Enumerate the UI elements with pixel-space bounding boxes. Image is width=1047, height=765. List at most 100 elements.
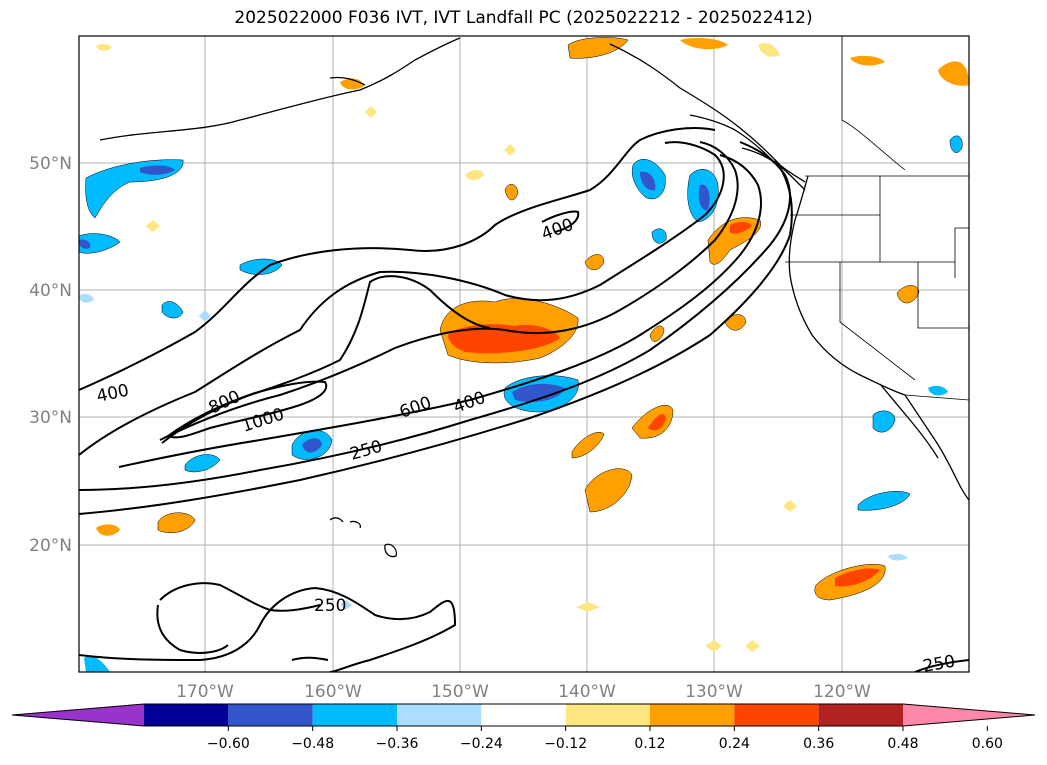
map-area: 400 400 800 1000 600 400 250 250 250 bbox=[79, 36, 969, 677]
negative-region bbox=[239, 258, 283, 275]
positive-region bbox=[938, 61, 969, 86]
positive-region bbox=[571, 432, 605, 459]
contour-250-south bbox=[79, 586, 457, 672]
colorbar-swatch bbox=[565, 704, 650, 726]
positive-region bbox=[705, 640, 722, 652]
ivt-contours bbox=[79, 127, 969, 672]
contour-400-south bbox=[118, 154, 762, 468]
vancouver-island bbox=[741, 147, 806, 191]
lon-label: 150°W bbox=[431, 682, 489, 702]
positive-region bbox=[504, 184, 519, 201]
positive-region bbox=[758, 42, 780, 57]
negative-region bbox=[161, 301, 184, 319]
negative-region bbox=[857, 491, 911, 511]
negative-region bbox=[928, 385, 948, 396]
positive-region bbox=[365, 106, 377, 118]
lat-label: 40°N bbox=[29, 281, 72, 301]
contour-250-upper bbox=[79, 141, 725, 456]
contour-250-loop bbox=[159, 582, 321, 612]
colorbar-swatch bbox=[312, 704, 397, 726]
negative-core bbox=[512, 383, 565, 402]
positive-core bbox=[648, 414, 666, 431]
contour-250-bottom-left bbox=[79, 159, 793, 515]
lat-label: 20°N bbox=[29, 536, 72, 556]
negative-core bbox=[640, 171, 656, 191]
colorbar: −0.60 −0.48 −0.36 −0.24 −0.12 0.12 0.24 0.36 0.4… bbox=[11, 703, 1036, 752]
contour-label: 250 bbox=[314, 596, 346, 616]
negative-region bbox=[184, 454, 221, 473]
us-mexico-border bbox=[904, 394, 969, 401]
coastlines bbox=[99, 37, 969, 558]
negative-core bbox=[302, 438, 322, 453]
state-border-ca-nv bbox=[839, 262, 916, 381]
lon-label: 120°W bbox=[813, 682, 871, 702]
us-west-coast bbox=[788, 175, 969, 501]
negative-region bbox=[79, 233, 121, 254]
aleutian-islands bbox=[329, 76, 366, 86]
hawaiian-islands bbox=[329, 517, 398, 558]
state-border-ut bbox=[954, 227, 969, 278]
colorbar-swatch bbox=[228, 704, 313, 726]
lat-label: 50°N bbox=[29, 154, 72, 174]
lon-label: 140°W bbox=[558, 682, 616, 702]
positive-region bbox=[96, 524, 120, 536]
contour-250-se bbox=[914, 659, 969, 672]
colorbar-swatch bbox=[734, 704, 819, 726]
positive-region bbox=[465, 169, 484, 181]
colorbar-swatch bbox=[818, 704, 903, 726]
positive-region bbox=[649, 325, 665, 342]
contour-600 bbox=[159, 141, 739, 441]
colorbar-tick-label: 0.60 bbox=[972, 736, 1003, 752]
colorbar-swatch bbox=[650, 704, 735, 726]
negative-core bbox=[698, 184, 710, 211]
negative-region bbox=[888, 553, 908, 561]
colorbar-tick-label: 0.24 bbox=[719, 736, 750, 752]
negative-region bbox=[340, 600, 352, 610]
negative-core bbox=[79, 239, 91, 249]
colorbar-tick-label: 0.12 bbox=[634, 736, 665, 752]
colorbar-swatch bbox=[144, 704, 229, 726]
political-borders bbox=[785, 36, 969, 401]
positive-region bbox=[680, 37, 728, 50]
colorbar-outline bbox=[11, 703, 1036, 727]
state-border-nv-az bbox=[917, 262, 969, 329]
positive-region bbox=[896, 285, 920, 304]
colorbar-swatch bbox=[481, 704, 566, 726]
alaska-coast bbox=[99, 37, 461, 141]
positive-core bbox=[835, 568, 880, 587]
baja-california bbox=[879, 383, 939, 459]
map-title: 2025022000 F036 IVT, IVT Landfall PC (20… bbox=[234, 8, 813, 28]
positive-region bbox=[146, 220, 160, 232]
positive-region bbox=[584, 468, 633, 513]
colorbar-tick-label: −0.60 bbox=[207, 736, 250, 752]
contour-400-small bbox=[541, 210, 580, 233]
colorbar-tick-label: −0.24 bbox=[460, 736, 503, 752]
bc-coast bbox=[689, 114, 773, 161]
negative-region bbox=[651, 228, 667, 244]
contour-label: 250 bbox=[921, 652, 956, 677]
positive-region bbox=[783, 500, 797, 512]
positive-region bbox=[96, 43, 112, 51]
contour-400-north bbox=[79, 127, 716, 391]
negative-core bbox=[140, 165, 175, 175]
contour-250-sw bbox=[156, 604, 229, 654]
colorbar-tick-label: 0.36 bbox=[803, 736, 834, 752]
bc-alberta-border bbox=[841, 36, 906, 171]
negative-region bbox=[84, 655, 110, 672]
negative-region bbox=[79, 293, 94, 303]
positive-region bbox=[567, 37, 629, 59]
colorbar-tick-label: −0.48 bbox=[291, 736, 334, 752]
colorbar-tick-label: 0.48 bbox=[887, 736, 918, 752]
colorbar-tick-label: −0.12 bbox=[544, 736, 587, 752]
negative-region bbox=[872, 410, 896, 433]
positive-region bbox=[576, 602, 600, 612]
positive-region bbox=[504, 144, 516, 156]
alaska-panhandle bbox=[609, 43, 806, 183]
positive-region bbox=[157, 512, 196, 533]
positive-region bbox=[850, 55, 885, 66]
lat-label: 30°N bbox=[29, 408, 72, 428]
colorbar-tick-label: −0.36 bbox=[376, 736, 419, 752]
positive-core bbox=[448, 324, 560, 354]
positive-region bbox=[745, 640, 760, 652]
